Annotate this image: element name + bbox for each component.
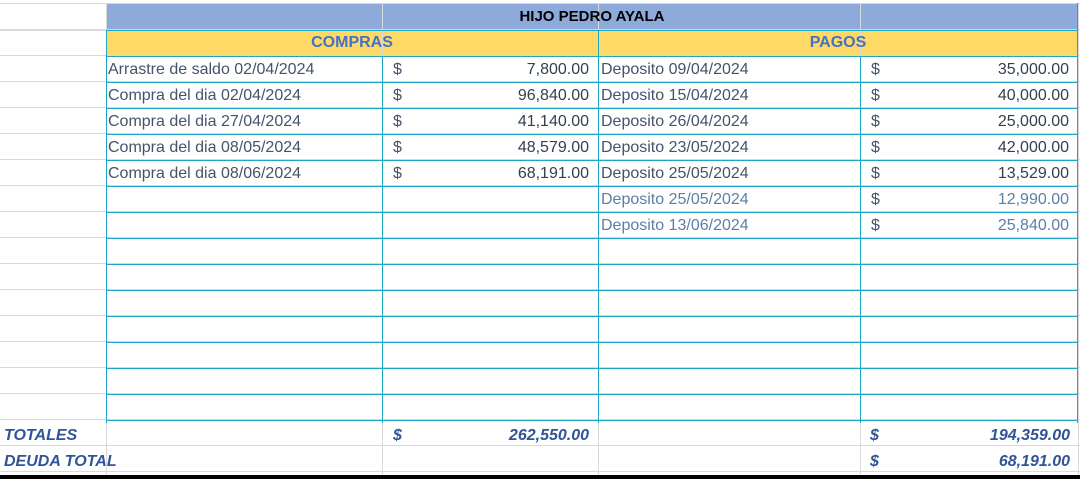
gridline-h (0, 107, 1080, 108)
pago-currency: $ (871, 113, 880, 130)
gridline-h (0, 3, 1080, 4)
pago-currency: $ (871, 165, 880, 182)
compra-currency: $ (393, 165, 402, 182)
gridline-h (0, 159, 1080, 160)
gridline-h (0, 29, 1080, 30)
compras-header[interactable]: COMPRAS (311, 34, 393, 51)
gridline-h (0, 315, 1080, 316)
header-band (106, 30, 1078, 56)
gridline-h (0, 211, 1080, 212)
title-band (106, 3, 1078, 30)
compra-currency: $ (393, 113, 402, 130)
compra-currency: $ (393, 87, 402, 104)
border-h (106, 368, 1078, 369)
gridline-v (1078, 3, 1079, 475)
border-h (106, 238, 1078, 239)
border-h (106, 56, 1078, 57)
border-v (382, 56, 383, 423)
compra-amount[interactable]: 41,140.00 (517, 113, 589, 130)
pago-currency: $ (871, 217, 880, 234)
border-h (106, 82, 1078, 83)
compra-amount[interactable]: 68,191.00 (517, 165, 589, 182)
compra-desc[interactable]: Compra del dia 27/04/2024 (108, 113, 302, 130)
border-h (106, 160, 1078, 161)
compras-total-currency: $ (393, 427, 402, 444)
border-v (598, 30, 599, 423)
border-h (106, 342, 1078, 343)
compra-amount[interactable]: 48,579.00 (517, 139, 589, 156)
border-v (1077, 3, 1078, 423)
pago-amount[interactable]: 40,000.00 (997, 87, 1069, 104)
compra-desc[interactable]: Compra del dia 08/06/2024 (108, 165, 302, 182)
pago-desc[interactable]: Deposito 13/06/2024 (601, 217, 749, 234)
gridline-h (0, 393, 1080, 394)
pago-currency: $ (871, 61, 880, 78)
gridline-h (0, 263, 1080, 264)
compra-amount[interactable]: 7,800.00 (526, 61, 589, 78)
gridline-h (0, 445, 1080, 446)
border-h (106, 186, 1078, 187)
pagos-total[interactable]: 194,359.00 (989, 427, 1070, 444)
gridline-h (0, 289, 1080, 290)
pago-desc[interactable]: Deposito 25/05/2024 (601, 165, 749, 182)
pago-desc[interactable]: Deposito 25/05/2024 (601, 191, 749, 208)
pago-currency: $ (871, 87, 880, 104)
compra-currency: $ (393, 139, 402, 156)
border-h (106, 30, 1078, 31)
compra-desc[interactable]: Compra del dia 02/04/2024 (108, 87, 302, 104)
gridline-h (0, 419, 1080, 420)
gridline-h (0, 471, 1080, 472)
pago-amount[interactable]: 25,000.00 (997, 113, 1069, 130)
gridline-h (0, 133, 1080, 134)
deuda-currency: $ (870, 453, 879, 470)
pago-amount[interactable]: 35,000.00 (997, 61, 1069, 78)
border-h (106, 290, 1078, 291)
border-h (106, 212, 1078, 213)
pago-amount[interactable]: 42,000.00 (997, 139, 1069, 156)
gridline-h (0, 55, 1080, 56)
pago-amount[interactable]: 13,529.00 (997, 165, 1069, 182)
compra-desc[interactable]: Arrastre de saldo 02/04/2024 (108, 61, 315, 78)
sheet-title[interactable]: HIJO PEDRO AYALA (519, 8, 665, 25)
gridline-h (0, 81, 1080, 82)
pagos-total-currency: $ (870, 427, 879, 444)
gridline-h (0, 341, 1080, 342)
border-h (106, 264, 1078, 265)
pago-currency: $ (871, 139, 880, 156)
deuda-label[interactable]: DEUDA TOTAL (4, 453, 117, 470)
gridline-h (0, 30, 106, 31)
compra-desc[interactable]: Compra del dia 08/05/2024 (108, 139, 302, 156)
gridline-h (0, 237, 1080, 238)
pagos-header[interactable]: PAGOS (809, 34, 867, 51)
pago-desc[interactable]: Deposito 09/04/2024 (601, 61, 749, 78)
border-v (860, 56, 861, 423)
pago-desc[interactable]: Deposito 26/04/2024 (601, 113, 749, 130)
deuda-total[interactable]: 68,191.00 (998, 453, 1070, 470)
gridline-h (0, 367, 1080, 368)
border-h (106, 316, 1078, 317)
border-h (106, 134, 1078, 135)
gridline-h (0, 185, 1080, 186)
border-h (106, 108, 1078, 109)
pago-amount[interactable]: 25,840.00 (997, 217, 1069, 234)
pago-amount[interactable]: 12,990.00 (997, 191, 1069, 208)
compra-amount[interactable]: 96,840.00 (517, 87, 589, 104)
pago-desc[interactable]: Deposito 15/04/2024 (601, 87, 749, 104)
totales-label[interactable]: TOTALES (4, 427, 78, 444)
compra-currency: $ (393, 61, 402, 78)
border-h (106, 420, 1078, 421)
pago-currency: $ (871, 191, 880, 208)
border-h (106, 394, 1078, 395)
border-v (106, 30, 107, 423)
compras-total[interactable]: 262,550.00 (508, 427, 589, 444)
pago-desc[interactable]: Deposito 23/05/2024 (601, 139, 749, 156)
